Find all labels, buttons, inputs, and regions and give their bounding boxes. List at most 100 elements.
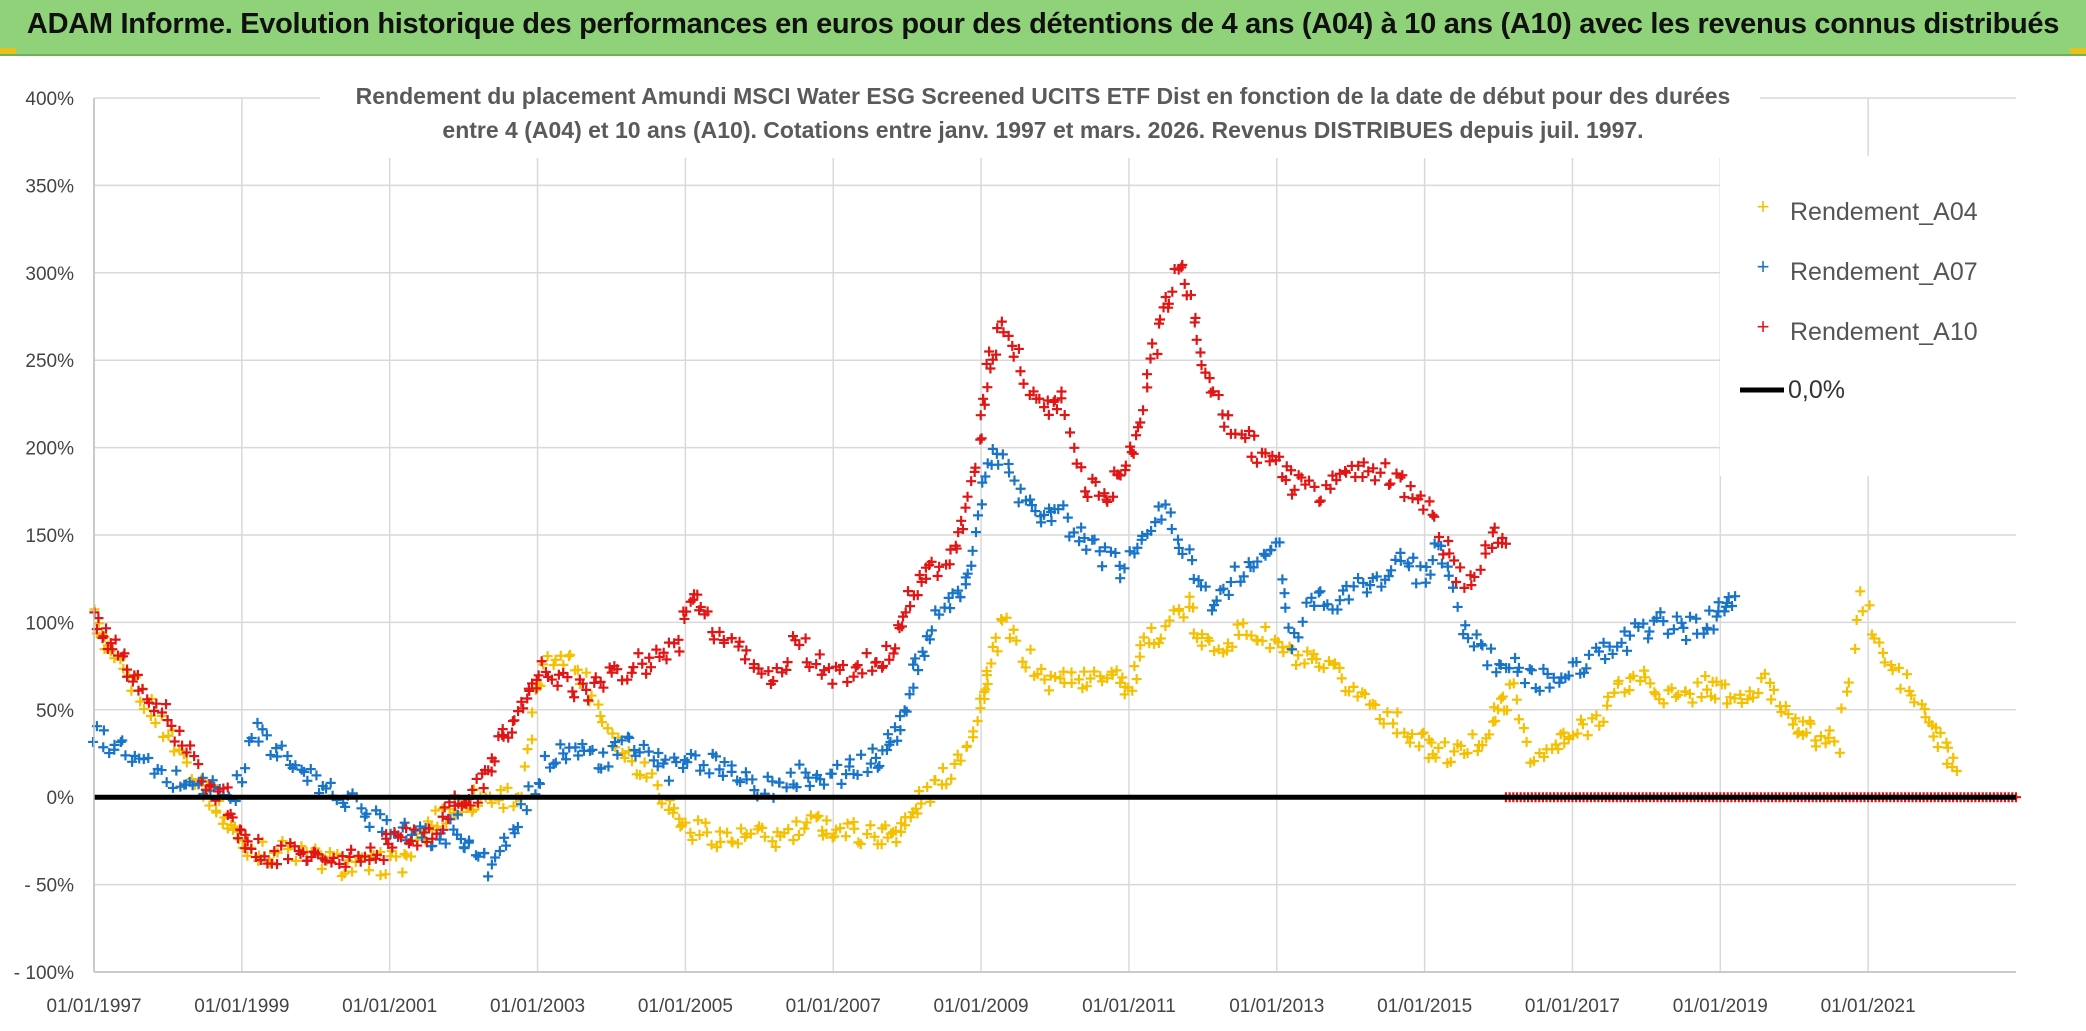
data-point xyxy=(1248,562,1259,573)
x-tick-label: 01/01/2007 xyxy=(786,996,881,1017)
data-point xyxy=(501,840,512,851)
data-point xyxy=(850,662,861,673)
data-point xyxy=(364,821,375,832)
data-point xyxy=(992,646,1003,657)
data-point xyxy=(1314,661,1325,672)
data-point xyxy=(1094,546,1105,557)
data-point xyxy=(1735,689,1746,700)
data-point xyxy=(1274,451,1285,462)
data-point xyxy=(1607,648,1618,659)
data-point xyxy=(387,842,398,853)
data-point xyxy=(759,831,770,842)
data-point xyxy=(702,606,713,617)
data-point xyxy=(1246,630,1257,641)
data-point xyxy=(1187,555,1198,566)
data-point xyxy=(1293,650,1304,661)
data-point xyxy=(865,758,876,769)
data-point xyxy=(163,730,174,741)
data-point xyxy=(138,754,149,765)
data-point xyxy=(781,782,792,793)
data-point xyxy=(993,459,1004,470)
data-point xyxy=(1449,555,1460,566)
data-point xyxy=(633,648,644,659)
data-point xyxy=(1280,475,1291,486)
data-point xyxy=(1278,647,1289,658)
data-point xyxy=(827,832,838,843)
data-point xyxy=(1039,674,1050,685)
data-point xyxy=(1643,633,1654,644)
data-point xyxy=(490,852,501,863)
data-point xyxy=(1051,404,1062,415)
data-point xyxy=(132,669,143,680)
data-point xyxy=(1026,500,1037,511)
data-point xyxy=(1124,546,1135,557)
data-point xyxy=(587,744,598,755)
data-point xyxy=(135,696,146,707)
data-point xyxy=(1332,604,1343,615)
data-point xyxy=(222,782,233,793)
data-point xyxy=(794,759,805,770)
data-point xyxy=(1851,614,1862,625)
data-point xyxy=(328,852,339,863)
data-point xyxy=(299,766,310,777)
data-point xyxy=(421,837,432,848)
data-point xyxy=(1443,535,1454,546)
data-point xyxy=(1251,457,1262,468)
data-point xyxy=(399,817,410,828)
report-header-banner: ADAM Informe. Evolution historique des p… xyxy=(0,0,2086,56)
data-point xyxy=(1137,530,1148,541)
legend-label-zero: 0,0% xyxy=(1788,376,1845,404)
data-point xyxy=(1227,641,1238,652)
data-point xyxy=(1928,731,1939,742)
data-point xyxy=(542,651,553,662)
data-point xyxy=(534,778,545,789)
data-point xyxy=(1066,667,1077,678)
data-point xyxy=(1518,723,1529,734)
data-point xyxy=(1710,693,1721,704)
data-point xyxy=(1126,447,1137,458)
data-point xyxy=(852,769,863,780)
data-point xyxy=(1306,592,1317,603)
data-point xyxy=(110,634,121,645)
data-point xyxy=(1313,587,1324,598)
data-point xyxy=(527,707,538,718)
data-point xyxy=(641,772,652,783)
data-point xyxy=(673,634,684,645)
data-point xyxy=(926,625,937,636)
data-point xyxy=(855,839,866,850)
data-point xyxy=(1571,656,1582,667)
data-point xyxy=(643,746,654,757)
data-point xyxy=(604,662,615,673)
data-point xyxy=(1558,727,1569,738)
data-point xyxy=(711,751,722,762)
data-point xyxy=(1200,367,1211,378)
data-point xyxy=(1081,544,1092,555)
data-point xyxy=(970,462,981,473)
data-point xyxy=(540,666,551,677)
data-point xyxy=(1581,663,1592,674)
data-point xyxy=(1146,622,1157,633)
data-point xyxy=(1039,402,1050,413)
x-tick-label: 01/01/1997 xyxy=(46,996,141,1017)
data-point xyxy=(706,839,717,850)
data-point xyxy=(246,733,257,744)
data-point xyxy=(229,821,240,832)
data-point xyxy=(870,752,881,763)
data-point xyxy=(526,734,537,745)
data-point xyxy=(1497,533,1508,544)
data-point xyxy=(438,824,449,835)
data-point xyxy=(1176,262,1187,273)
data-point xyxy=(1192,633,1203,644)
data-point xyxy=(966,560,977,571)
data-point xyxy=(1257,635,1268,646)
legend-label-a04: Rendement_A04 xyxy=(1790,198,1978,226)
data-point xyxy=(1513,662,1524,673)
data-point xyxy=(924,634,935,645)
data-point xyxy=(1095,671,1106,682)
data-point xyxy=(596,763,607,774)
data-point xyxy=(904,689,915,700)
data-point xyxy=(412,840,423,851)
data-point xyxy=(951,543,962,554)
data-point xyxy=(109,739,120,750)
y-tick-label: 250% xyxy=(25,351,74,372)
